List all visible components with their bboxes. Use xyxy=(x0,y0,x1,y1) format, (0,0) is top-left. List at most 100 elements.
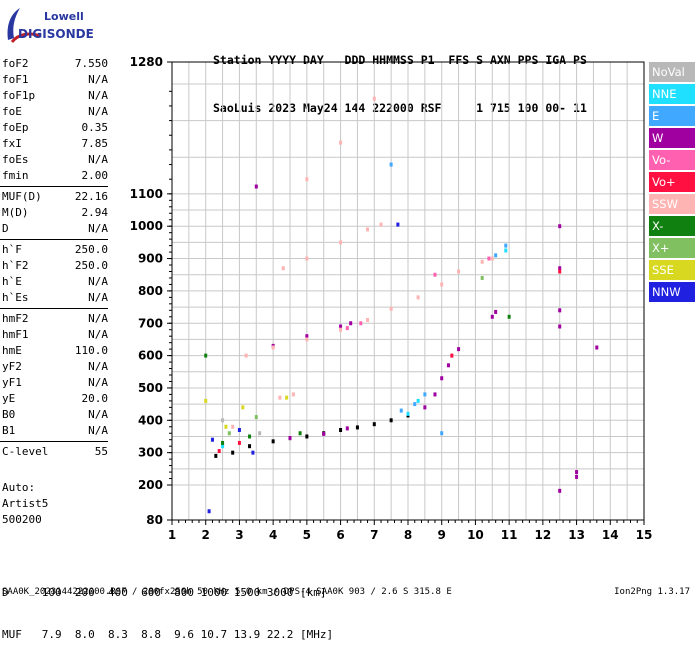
parameter-row: h`F2 250.0 xyxy=(0,258,112,274)
parameter-value: 20.0 xyxy=(81,392,109,405)
data-point xyxy=(575,474,579,479)
data-point xyxy=(372,96,376,101)
data-point xyxy=(258,431,262,436)
parameter-value: N/A xyxy=(88,424,108,437)
data-point xyxy=(305,177,309,182)
parameter-row: yE 20.0 xyxy=(0,391,112,407)
parameter-value: 2.00 xyxy=(81,169,109,182)
data-point xyxy=(504,248,508,253)
data-point xyxy=(204,398,208,403)
data-point xyxy=(339,428,343,433)
data-point xyxy=(339,324,343,329)
y-tick-label: 1000 xyxy=(130,219,163,233)
y-tick-label: 1100 xyxy=(130,187,163,201)
parameter-row: M(D) 2.94 xyxy=(0,205,112,221)
data-point xyxy=(416,295,420,300)
parameter-value: N/A xyxy=(88,222,108,235)
data-point xyxy=(278,395,282,400)
chart-grid xyxy=(172,62,644,520)
parameter-name: hmF2 xyxy=(2,312,29,325)
parameter-row: foE N/A xyxy=(0,104,112,120)
data-point xyxy=(221,444,225,449)
data-point xyxy=(389,306,393,311)
parameter-row: MUF(D) 22.16 xyxy=(0,189,112,205)
data-point xyxy=(271,345,275,350)
parameter-value: N/A xyxy=(88,408,108,421)
data-point xyxy=(221,440,225,445)
data-point xyxy=(305,434,309,439)
data-point xyxy=(558,324,562,329)
parameter-value: 7.550 xyxy=(74,57,108,70)
data-point xyxy=(440,376,444,381)
data-point xyxy=(490,256,494,261)
legend-item: NNE xyxy=(649,84,695,104)
chart-axes: 1 2 3 4 5 6 7 8 9 10 11 12 13 14 158020030040050060070… xyxy=(130,55,653,542)
data-point xyxy=(305,334,309,339)
data-point xyxy=(339,240,343,245)
data-point xyxy=(251,450,255,455)
legend-item: W xyxy=(649,128,695,148)
data-point xyxy=(231,450,235,455)
data-point xyxy=(224,424,228,429)
legend-item: E xyxy=(649,106,695,126)
parameter-name: M(D) xyxy=(2,206,29,219)
muf-distance-table: D 100 200 400 600 800 1000 1500 3000 [km… xyxy=(2,558,333,656)
y-tick-label: 500 xyxy=(138,381,163,395)
x-tick-label: 9 xyxy=(438,528,446,542)
parameter-value: 55 xyxy=(94,445,108,458)
data-point xyxy=(558,488,562,493)
data-point xyxy=(345,326,349,331)
data-point xyxy=(217,449,221,454)
parameter-row: foF1 N/A xyxy=(0,72,112,88)
parameter-name: B0 xyxy=(2,408,16,421)
parameter-separator xyxy=(0,239,108,240)
logo-arc-icon xyxy=(10,32,41,43)
parameter-value: N/A xyxy=(88,291,108,304)
data-point xyxy=(359,321,363,326)
data-point xyxy=(575,470,579,475)
legend-item: Vo- xyxy=(649,150,695,170)
header-line-2: SaoLuis 2023 May24 144 222000 RSF 1 715 … xyxy=(213,101,587,115)
parameter-row: hmE 110.0 xyxy=(0,343,112,359)
parameter-value: 22.16 xyxy=(74,190,108,203)
data-point xyxy=(210,437,214,442)
parameter-name: foF2 xyxy=(2,57,29,70)
data-point xyxy=(204,353,208,358)
parameter-row: fxI 7.85 xyxy=(0,136,112,152)
data-point xyxy=(221,418,225,423)
parameter-row: foF1p N/A xyxy=(0,88,112,104)
x-tick-label: 2 xyxy=(202,528,210,542)
parameter-name: hmE xyxy=(2,344,22,357)
lowell-digisonde-logo: Lowell DIGISONDE xyxy=(4,4,114,44)
parameter-name: MUF(D) xyxy=(2,190,42,203)
data-point xyxy=(450,353,454,358)
data-point xyxy=(406,411,410,416)
data-point xyxy=(254,415,258,420)
data-point xyxy=(248,444,252,449)
data-point xyxy=(271,439,275,444)
data-point xyxy=(339,327,343,332)
parameter-value: 0.35 xyxy=(81,121,109,134)
y-tick-label: 300 xyxy=(138,446,163,460)
distance-row: D 100 200 400 600 800 1000 1500 3000 [km… xyxy=(2,586,327,599)
data-point xyxy=(423,405,427,410)
data-point xyxy=(285,395,289,400)
parameter-name: foEs xyxy=(2,153,29,166)
x-tick-label: 7 xyxy=(370,528,378,542)
parameter-value: N/A xyxy=(88,73,108,86)
parameter-row: yF1 N/A xyxy=(0,375,112,391)
data-point xyxy=(494,309,498,314)
parameter-row: hmF2 N/A xyxy=(0,311,112,327)
parameter-name: h`F2 xyxy=(2,259,29,272)
data-point xyxy=(494,253,498,258)
auto-version: 500200 xyxy=(2,513,42,526)
data-point xyxy=(558,269,562,274)
y-tick-label: 700 xyxy=(138,316,163,330)
data-point xyxy=(254,184,258,189)
y-tick-label: 900 xyxy=(138,252,163,266)
parameter-separator xyxy=(0,441,108,442)
auto-software: Artist5 xyxy=(2,497,49,510)
logo-graphic: Lowell DIGISONDE xyxy=(7,8,94,43)
parameter-row: foEs N/A xyxy=(0,152,112,168)
parameter-row: h`Es N/A xyxy=(0,290,112,306)
